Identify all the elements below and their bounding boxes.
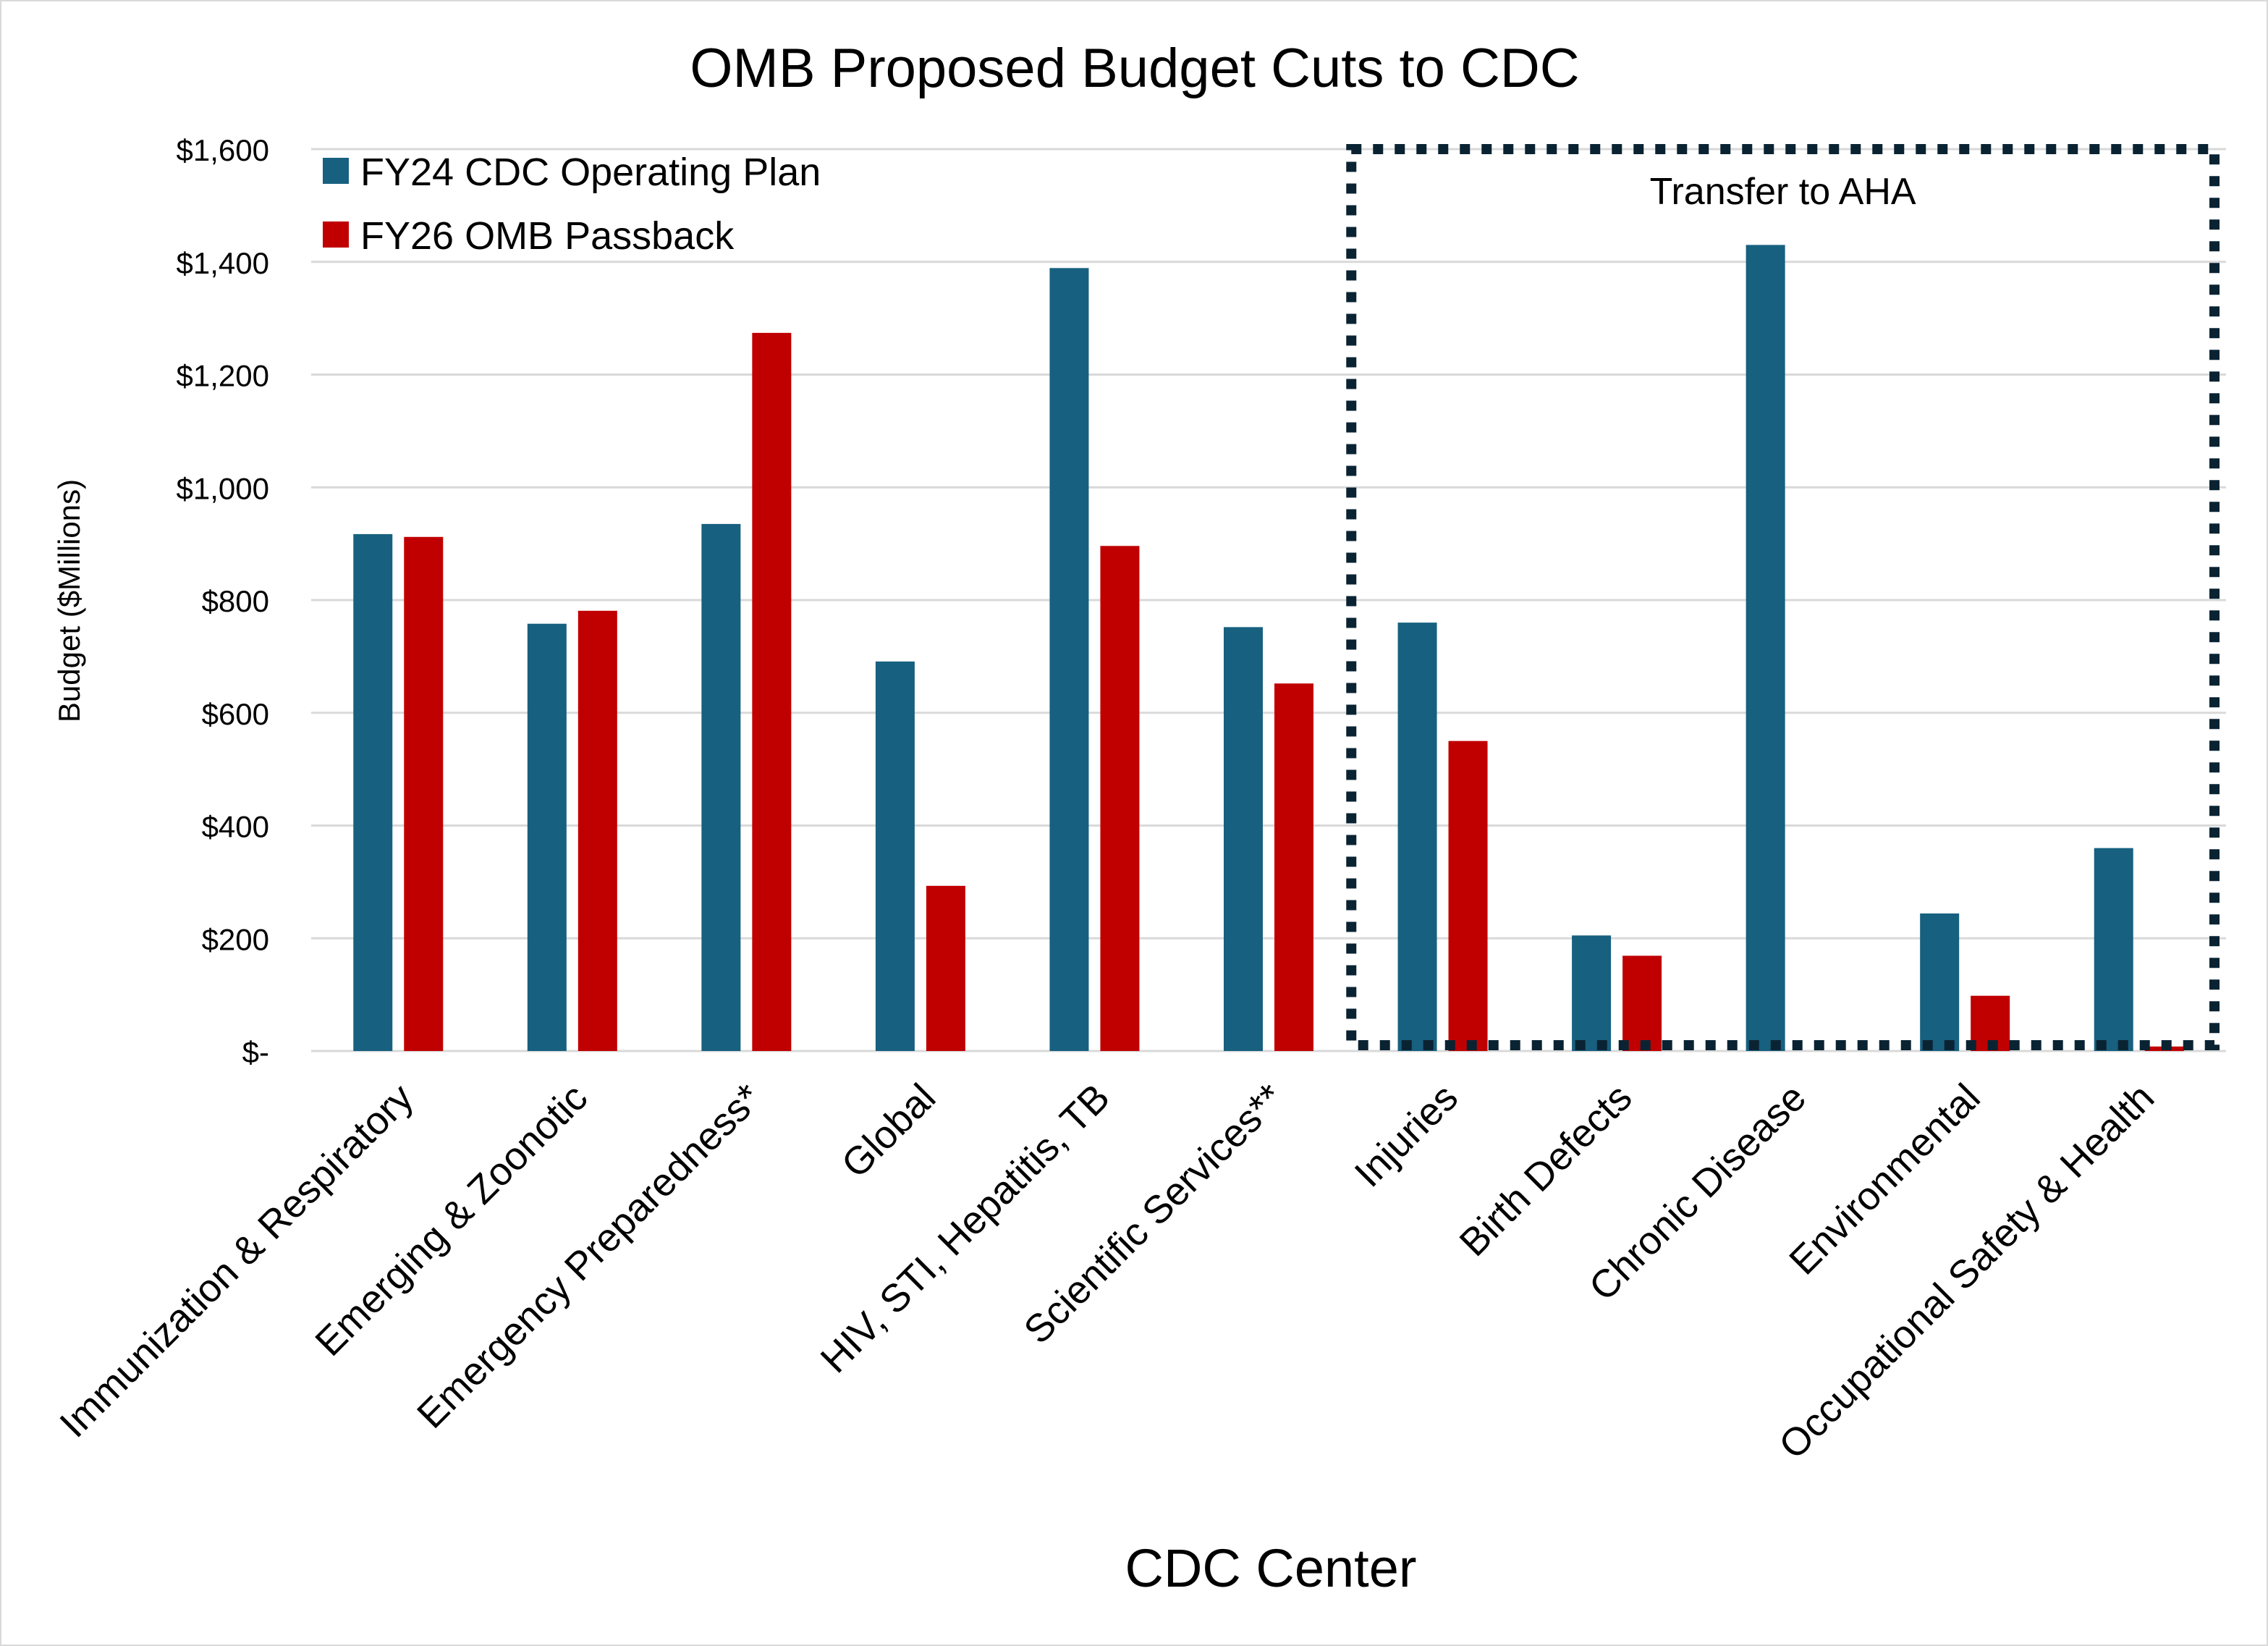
bar-fy24 xyxy=(2094,848,2133,1051)
bar-fy26 xyxy=(1100,546,1140,1051)
legend-swatch xyxy=(323,158,349,184)
legend: FY24 CDC Operating Plan FY26 OMB Passback xyxy=(323,151,821,258)
bars xyxy=(353,245,2184,1052)
y-tick-label: $600 xyxy=(202,697,269,731)
bar-fy24 xyxy=(1224,627,1263,1051)
x-axis-title: CDC Center xyxy=(1125,1538,1417,1598)
legend-label: FY26 OMB Passback xyxy=(360,214,735,258)
y-tick-label: $1,600 xyxy=(177,133,269,167)
bar-fy26 xyxy=(1274,683,1313,1051)
bar-fy26 xyxy=(577,610,617,1051)
transfer-annotation-label: Transfer to AHA xyxy=(1650,171,1916,213)
bar-fy26 xyxy=(926,885,965,1051)
y-tick-label: $1,200 xyxy=(177,359,269,393)
y-tick-label: $200 xyxy=(202,922,269,956)
bar-fy24 xyxy=(527,623,567,1051)
bar-fy24 xyxy=(1397,622,1437,1051)
legend-label: FY24 CDC Operating Plan xyxy=(360,151,821,194)
y-tick-label: $1,000 xyxy=(177,471,269,505)
gridlines xyxy=(311,148,2226,1052)
y-tick-label: $800 xyxy=(202,584,269,618)
bar-fy24 xyxy=(701,523,741,1051)
bar-fy26 xyxy=(1448,740,1488,1051)
bar-fy24 xyxy=(353,533,393,1051)
y-tick-label: $400 xyxy=(202,810,269,844)
bar-fy24 xyxy=(1920,913,1960,1051)
bar-fy24 xyxy=(1049,268,1089,1051)
bar-fy24 xyxy=(875,661,915,1051)
y-tick-labels: $- $200 $400 $600 $800 $1,000 $1,200 $1,400 $1,6… xyxy=(177,133,269,1069)
y-axis-title: Budget ($Millions) xyxy=(52,479,86,722)
y-tick-label: $- xyxy=(242,1035,269,1069)
bar-fy26 xyxy=(752,332,792,1051)
bar-fy26 xyxy=(404,536,444,1051)
bar-fy24 xyxy=(1746,245,1785,1052)
y-tick-label: $1,400 xyxy=(177,246,269,280)
bar-fy24 xyxy=(1572,935,1612,1051)
transfer-annotation-box xyxy=(1346,144,2220,1050)
bar-fy26 xyxy=(1622,955,1662,1051)
chart-title: OMB Proposed Budget Cuts to CDC xyxy=(690,38,1579,99)
legend-swatch xyxy=(323,221,349,248)
